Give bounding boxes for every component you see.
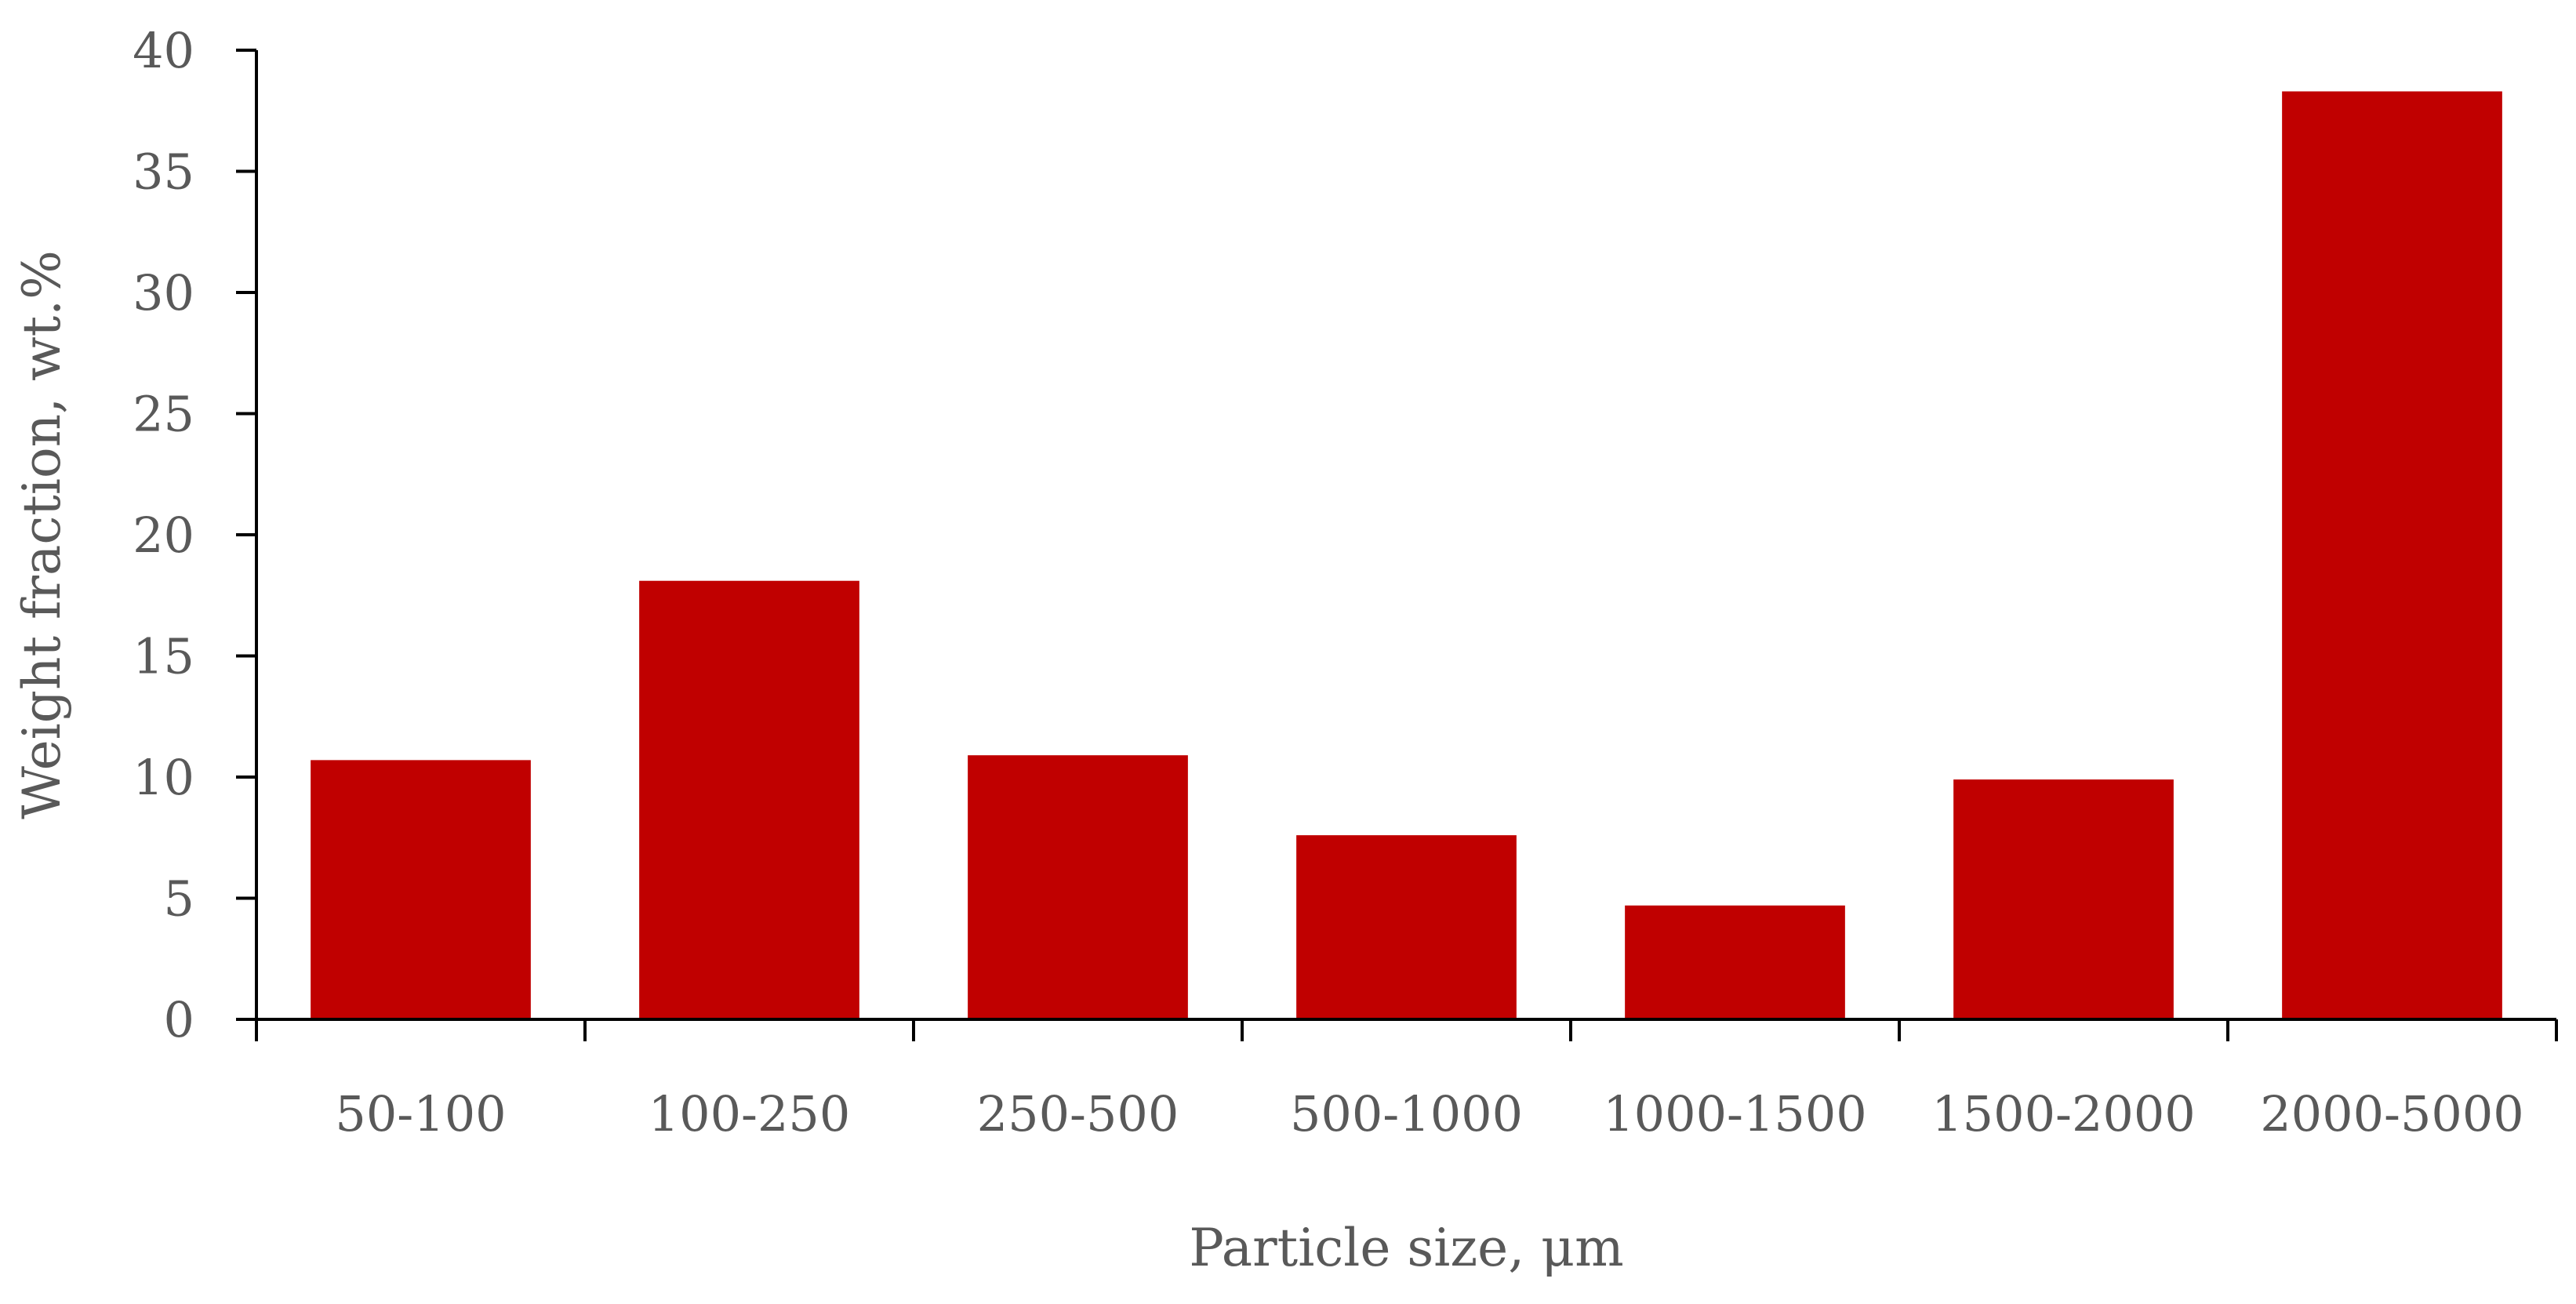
x-tick-label-2000-5000: 2000-5000: [2260, 1085, 2524, 1142]
bar-100-250: [639, 580, 859, 1019]
x-axis-title: Particle size, μm: [1189, 1218, 1623, 1278]
bar-2000-5000: [2282, 91, 2502, 1019]
y-tick-label-10: 10: [133, 749, 194, 806]
x-tick-label-1000-1500: 1000-1500: [1603, 1085, 1867, 1142]
x-tick-label-50-100: 50-100: [335, 1085, 506, 1142]
y-tick-label-30: 30: [133, 264, 194, 321]
bar-500-1000: [1296, 835, 1517, 1019]
y-ticks: 0 5 10 15 20 25 30 35 40: [133, 22, 256, 1048]
y-tick-label-35: 35: [133, 143, 194, 201]
x-tick-label-100-250: 100-250: [649, 1085, 851, 1142]
y-tick-label-25: 25: [133, 386, 194, 443]
axis-labels: Particle size, μm Weight fraction, wt.%: [12, 250, 1624, 1278]
bar-50-100: [311, 760, 531, 1019]
y-tick-label-15: 15: [133, 628, 194, 685]
bars-layer: [311, 91, 2502, 1019]
bar-1000-1500: [1625, 905, 1845, 1019]
x-tick-label-250-500: 250-500: [977, 1085, 1179, 1142]
x-ticks: 50-100 100-250 250-500 500-1000 1000-1500 150…: [255, 1019, 2558, 1142]
y-axis-title: Weight fraction, wt.%: [12, 250, 72, 819]
y-tick-label-0: 0: [164, 991, 194, 1048]
y-tick-label-5: 5: [164, 870, 194, 928]
bar-1500-2000: [1953, 779, 2174, 1019]
y-tick-label-40: 40: [133, 22, 194, 79]
x-tick-label-500-1000: 500-1000: [1290, 1085, 1523, 1142]
y-tick-label-20: 20: [133, 507, 194, 564]
bar-250-500: [968, 755, 1188, 1019]
x-tick-label-1500-2000: 1500-2000: [1931, 1085, 2196, 1142]
